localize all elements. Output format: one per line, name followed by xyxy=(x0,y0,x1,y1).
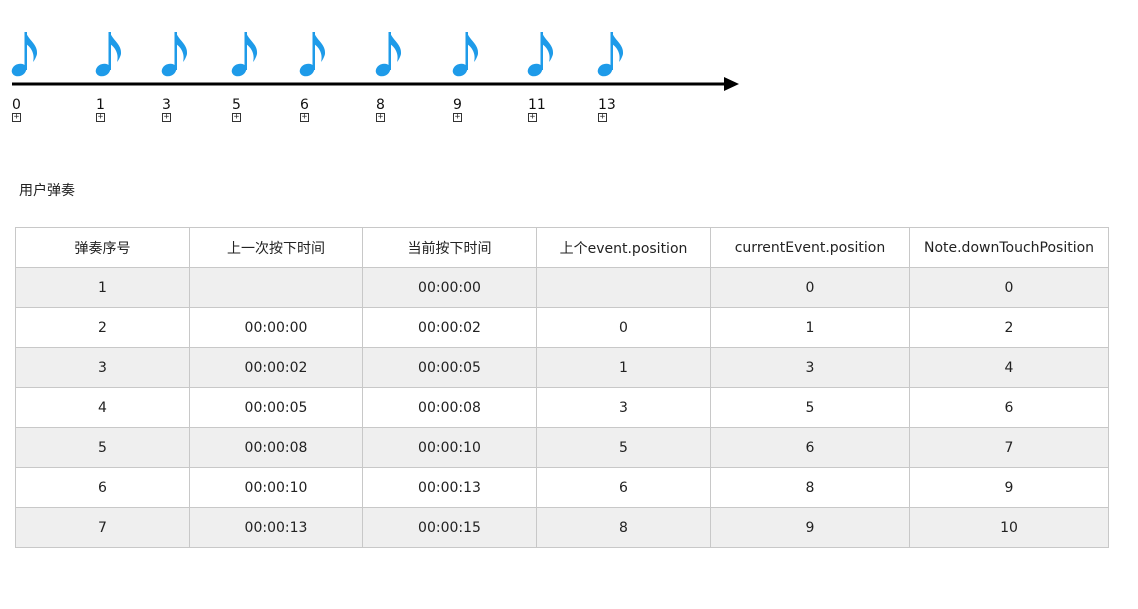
column-header: 当前按下时间 xyxy=(362,227,537,268)
table-cell: 00:00:05 xyxy=(189,387,363,428)
plus-box-icon: + xyxy=(598,112,607,122)
table-cell: 00:00:02 xyxy=(189,347,363,388)
table-cell: 00:00:10 xyxy=(362,427,537,468)
table-cell: 3 xyxy=(536,387,711,428)
note-position-label: 11 xyxy=(528,97,546,113)
table-cell: 6 xyxy=(909,387,1109,428)
table-cell: 4 xyxy=(15,387,190,428)
table-row: 1 00:00:00 0 0 xyxy=(15,267,1109,308)
table-cell: 5 xyxy=(536,427,711,468)
note-position-label: 9 xyxy=(453,97,462,113)
column-header: 弹奏序号 xyxy=(15,227,190,268)
eighth-note-icon xyxy=(161,32,188,77)
table-row: 7 00:00:13 00:00:15 8 9 10 xyxy=(15,507,1109,548)
table-cell: 1 xyxy=(536,347,711,388)
table-cell: 8 xyxy=(536,507,711,548)
table-row: 2 00:00:00 00:00:02 0 1 2 xyxy=(15,307,1109,348)
column-header: 上个event.position xyxy=(536,227,711,268)
note-position-label: 8 xyxy=(376,97,385,113)
table-cell: 3 xyxy=(710,347,910,388)
table-cell: 9 xyxy=(909,467,1109,508)
table-cell xyxy=(189,267,363,308)
section-title: 用户弹奏 xyxy=(19,183,75,199)
eighth-note-icon xyxy=(299,32,326,77)
table-cell: 00:00:05 xyxy=(362,347,537,388)
plus-box-icon: + xyxy=(528,112,537,122)
timeline: 0 +1 +3 +5 +6 +8 +9 +11 +13 + xyxy=(0,0,760,140)
note-position-label: 6 xyxy=(300,97,309,113)
note-position-label: 0 xyxy=(12,97,21,113)
table-cell: 9 xyxy=(710,507,910,548)
table-cell: 7 xyxy=(15,507,190,548)
arrow-head-icon xyxy=(724,77,739,91)
table-cell: 00:00:13 xyxy=(189,507,363,548)
table-cell: 8 xyxy=(710,467,910,508)
plus-box-icon: + xyxy=(232,112,241,122)
note-position-label: 13 xyxy=(598,97,616,113)
table-cell xyxy=(536,267,711,308)
table-cell: 3 xyxy=(15,347,190,388)
eighth-note-icon xyxy=(375,32,402,77)
table-cell: 00:00:10 xyxy=(189,467,363,508)
eighth-note-icon xyxy=(11,32,38,77)
table-cell: 00:00:13 xyxy=(362,467,537,508)
table-cell: 6 xyxy=(710,427,910,468)
note-icons xyxy=(11,32,624,77)
table-row: 4 00:00:05 00:00:08 3 5 6 xyxy=(15,387,1109,428)
table-cell: 00:00:00 xyxy=(362,267,537,308)
table-cell: 0 xyxy=(536,307,711,348)
note-position-label: 3 xyxy=(162,97,171,113)
column-header: Note.downTouchPosition xyxy=(909,227,1109,268)
table-cell: 1 xyxy=(15,267,190,308)
table-cell: 5 xyxy=(15,427,190,468)
column-header: 上一次按下时间 xyxy=(189,227,363,268)
plus-box-icon: + xyxy=(12,112,21,122)
table-row: 3 00:00:02 00:00:05 1 3 4 xyxy=(15,347,1109,388)
table-cell: 6 xyxy=(536,467,711,508)
timeline-graphic xyxy=(11,32,739,91)
note-position-label: 1 xyxy=(96,97,105,113)
playback-table: 弹奏序号 上一次按下时间 当前按下时间 上个event.position cur… xyxy=(15,227,1109,548)
table-cell: 6 xyxy=(15,467,190,508)
eighth-note-icon xyxy=(231,32,258,77)
table-cell: 1 xyxy=(710,307,910,348)
table-header-row: 弹奏序号 上一次按下时间 当前按下时间 上个event.position cur… xyxy=(15,227,1109,268)
table-cell: 00:00:00 xyxy=(189,307,363,348)
plus-box-icon: + xyxy=(96,112,105,122)
table-cell: 0 xyxy=(710,267,910,308)
plus-box-icon: + xyxy=(300,112,309,122)
plus-box-icon: + xyxy=(162,112,171,122)
plus-box-icon: + xyxy=(453,112,462,122)
eighth-note-icon xyxy=(597,32,624,77)
eighth-note-icon xyxy=(452,32,479,77)
table-cell: 00:00:15 xyxy=(362,507,537,548)
column-header: currentEvent.position xyxy=(710,227,910,268)
table-cell: 2 xyxy=(909,307,1109,348)
table-row: 6 00:00:10 00:00:13 6 8 9 xyxy=(15,467,1109,508)
eighth-note-icon xyxy=(527,32,554,77)
eighth-note-icon xyxy=(95,32,122,77)
table-cell: 2 xyxy=(15,307,190,348)
table-cell: 0 xyxy=(909,267,1109,308)
table-cell: 4 xyxy=(909,347,1109,388)
table-cell: 00:00:08 xyxy=(362,387,537,428)
table-cell: 5 xyxy=(710,387,910,428)
table-cell: 10 xyxy=(909,507,1109,548)
note-position-label: 5 xyxy=(232,97,241,113)
table-row: 5 00:00:08 00:00:10 5 6 7 xyxy=(15,427,1109,468)
plus-box-icon: + xyxy=(376,112,385,122)
table-cell: 00:00:08 xyxy=(189,427,363,468)
table-cell: 00:00:02 xyxy=(362,307,537,348)
table-cell: 7 xyxy=(909,427,1109,468)
